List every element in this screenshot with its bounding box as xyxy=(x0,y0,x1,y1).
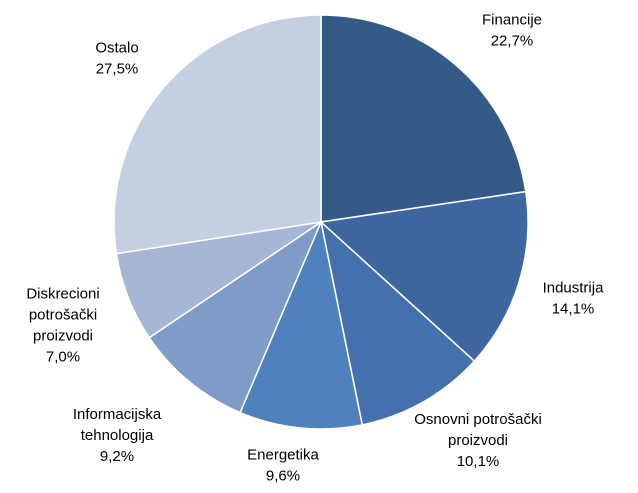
category-label-line: proizvodi xyxy=(33,328,93,345)
category-label-line: Diskrecioni xyxy=(26,286,99,303)
category-label: Industrija xyxy=(543,280,605,297)
value-label: 9,2% xyxy=(100,448,134,465)
value-label: 22,7% xyxy=(491,33,534,50)
value-label: 27,5% xyxy=(96,61,139,78)
pie-slice xyxy=(148,219,323,414)
value-label: 7,0% xyxy=(46,349,80,366)
pie-slice xyxy=(319,219,476,426)
category-label-line: Financije xyxy=(482,12,542,29)
category-label: Diskrecioni potrošački proizvodi xyxy=(26,286,99,345)
value-label: 9,6% xyxy=(266,468,300,485)
pie-slice xyxy=(319,190,529,363)
category-label-line: proizvodi xyxy=(448,432,508,449)
category-label-line: Industrija xyxy=(543,280,605,297)
pie-slice xyxy=(320,14,527,223)
category-label: Energetika xyxy=(247,447,319,464)
value-label: 10,1% xyxy=(457,453,500,470)
category-label-line: Ostalo xyxy=(95,40,138,57)
category-label: Financije xyxy=(482,12,542,29)
category-label: Ostalo xyxy=(95,40,138,57)
pie-slice xyxy=(239,219,364,430)
category-label: Osnovni potrošački proizvodi xyxy=(414,411,542,449)
category-label-line: Energetika xyxy=(247,447,319,464)
value-label: 14,1% xyxy=(552,301,595,318)
category-label: Informacijska tehnologija xyxy=(73,406,162,444)
category-label-line: Informacijska xyxy=(73,406,162,423)
category-label-line: Osnovni potrošački xyxy=(414,411,542,428)
pie-slice xyxy=(113,14,322,255)
category-label-line: potrošački xyxy=(29,307,97,324)
category-label-line: tehnologija xyxy=(81,427,154,444)
